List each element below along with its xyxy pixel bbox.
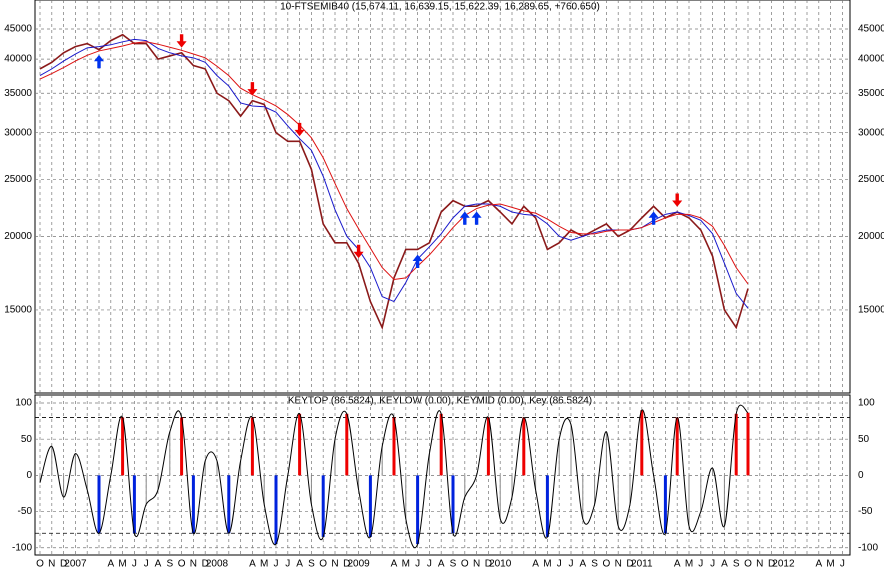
x-tick-label: J [144,559,149,570]
sell-arrow [294,122,305,137]
x-tick-label: J [698,559,703,570]
x-tick-label: J [427,559,432,570]
y-tick-label: 35000 [4,88,32,99]
x-tick-label: D [60,559,67,570]
x-tick-label: A [721,559,728,570]
y-tick-label-right: 40000 [858,54,884,65]
oscillator-frame [34,394,851,556]
y-tick-label-right: -100 [858,542,878,553]
x-tick-label: D [485,559,492,570]
x-tick-label: J [415,559,420,570]
x-tick-label: N [331,559,338,570]
y-tick-label: -100 [12,542,32,553]
y-tick-label-right: 50 [858,434,870,445]
x-tick-label: 2008 [206,559,229,570]
x-tick-label: D [202,559,209,570]
series-line [39,41,749,285]
x-tick-label: O [36,559,44,570]
x-tick-label: A [249,559,256,570]
buy-arrow [471,211,482,225]
buy-arrow [412,254,423,268]
y-tick-label: 50 [21,434,33,445]
y-tick-label: 20000 [4,231,32,242]
sell-arrow [353,244,364,259]
x-tick-label: S [166,559,173,570]
y-tick-label-right: 15000 [858,305,884,316]
x-tick-label: D [626,559,633,570]
x-tick-label: 2011 [631,559,653,570]
x-tick-label: J [557,559,562,570]
y-tick-label: 30000 [4,127,32,138]
x-tick-label: M [685,559,693,570]
x-tick-label: D [768,559,775,570]
x-tick-label: M [260,559,268,570]
y-tick-label: 40000 [4,54,32,65]
x-tick-label: J [710,559,715,570]
x-tick-label: O [744,559,752,570]
x-tick-label: O [461,559,469,570]
x-tick-label: M [543,559,551,570]
y-tick-label: 25000 [4,174,32,185]
y-tick-label: 15000 [4,305,32,316]
oscillator-title: KEYTOP (86.5824), KEYLOW (0.00), KEYMID … [288,396,592,407]
x-tick-label: A [532,559,539,570]
y-tick-label-right: 20000 [858,231,884,242]
sell-arrow [247,82,258,96]
x-tick-label: A [155,559,162,570]
x-tick-label: 2010 [489,559,512,570]
x-tick-label: S [308,559,315,570]
x-tick-label: 2009 [347,559,370,570]
x-tick-label: O [319,559,327,570]
x-tick-label: A [579,559,586,570]
x-tick-label: N [615,559,622,570]
x-tick-label: O [603,559,611,570]
y-tick-label: -50 [18,506,33,517]
x-tick-label: N [190,559,197,570]
x-tick-label: J [132,559,137,570]
y-tick-label-right: 25000 [858,174,884,185]
y-tick-label: 0 [26,470,32,481]
y-tick-label-right: 100 [858,398,875,409]
x-tick-label: N [473,559,480,570]
y-tick-label-right: 45000 [858,24,884,35]
x-tick-label: J [569,559,574,570]
x-tick-label: O [178,559,186,570]
x-tick-label: N [756,559,763,570]
x-tick-label: 2007 [64,559,87,570]
x-tick-label: J [274,559,279,570]
y-tick-label-right: 30000 [858,127,884,138]
x-tick-label: M [402,559,410,570]
y-tick-label-right: 0 [858,470,864,481]
x-tick-label: N [48,559,55,570]
x-tick-label: A [296,559,303,570]
sell-arrow [176,34,187,48]
sell-arrow [672,193,683,207]
y-tick-label-right: 35000 [858,88,884,99]
buy-arrow [459,211,470,225]
x-tick-label: A [438,559,445,570]
x-tick-label: A [815,559,822,570]
x-tick-label: S [591,559,598,570]
x-tick-label: M [118,559,126,570]
x-tick-label: S [450,559,457,570]
x-tick-label: J [285,559,290,570]
x-tick-label: A [107,559,114,570]
x-tick-label: S [733,559,740,570]
price-frame [34,0,851,394]
buy-arrow [648,211,659,225]
x-tick-label: 2012 [772,559,795,570]
x-tick-label: M [826,559,834,570]
y-tick-label: 100 [15,398,32,409]
y-tick-label: 45000 [4,24,32,35]
y-tick-label-right: -50 [858,506,873,517]
x-tick-label: D [343,559,350,570]
x-tick-label: A [391,559,398,570]
oscillator-line [39,404,749,549]
price-title: 10-FTSEMIB40 (15,674.11, 16,639.15, 15,6… [280,2,600,13]
x-tick-label: A [674,559,681,570]
x-tick-label: J [840,559,845,570]
buy-arrow [93,54,105,69]
